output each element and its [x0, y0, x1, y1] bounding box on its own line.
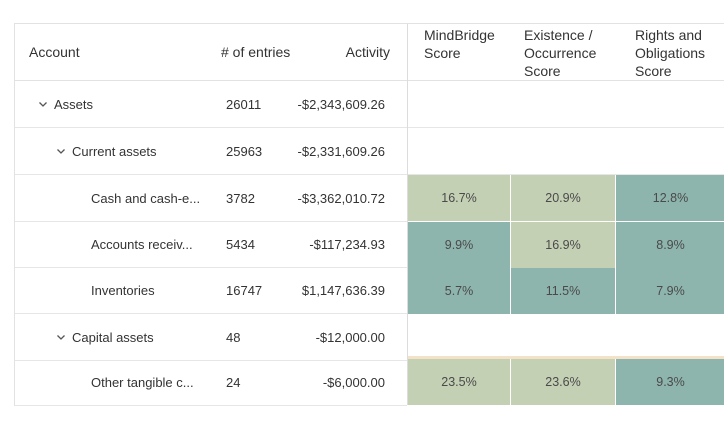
account-label[interactable]: Accounts receiv... — [91, 236, 193, 252]
header-mindbridge-score[interactable]: MindBridge Score — [424, 27, 495, 61]
entries-cell: 26011 — [226, 96, 262, 112]
score-cell[interactable]: 7.9% — [616, 268, 724, 314]
activity-cell: -$117,234.93 — [309, 236, 385, 252]
score-cell[interactable]: 8.9% — [616, 222, 724, 268]
scores-row-empty — [408, 314, 724, 358]
score-cell[interactable]: 16.7% — [408, 175, 510, 221]
activity-cell: -$3,362,010.72 — [297, 190, 385, 206]
chevron-down-icon[interactable] — [55, 331, 67, 343]
score-cell[interactable]: 16.9% — [511, 222, 615, 268]
account-label[interactable]: Other tangible c... — [91, 374, 194, 390]
header-activity[interactable]: Activity — [345, 44, 390, 60]
score-cell[interactable]: 5.7% — [408, 268, 510, 314]
entries-cell: 5434 — [226, 236, 255, 252]
score-cell[interactable]: 23.5% — [408, 359, 510, 405]
table-row[interactable]: Accounts receiv... 5434 -$117,234.93 — [15, 221, 407, 268]
scores-header: MindBridge Score Existence / Occurrence … — [408, 24, 724, 81]
account-scores-table: Account # of entries Activity Assets 260… — [14, 23, 724, 406]
activity-cell: $1,147,636.39 — [301, 282, 385, 298]
account-label[interactable]: Cash and cash-e... — [91, 190, 201, 206]
scores-panel: MindBridge Score Existence / Occurrence … — [408, 24, 724, 405]
account-cell: Current assets — [55, 128, 157, 174]
account-cell: Assets — [37, 81, 93, 127]
header-entries[interactable]: # of entries — [221, 44, 291, 60]
score-cell[interactable]: 20.9% — [511, 175, 615, 221]
row-divider — [408, 356, 724, 359]
score-cell[interactable]: 11.5% — [511, 268, 615, 314]
header-rights-score[interactable]: Rights and Obligations Score — [635, 27, 706, 79]
scores-row-empty — [408, 128, 724, 175]
table-row[interactable]: Current assets 25963 -$2,331,609.26 — [15, 128, 407, 175]
entries-cell: 3782 — [226, 190, 255, 206]
header-existence-score[interactable]: Existence / Occurrence Score — [524, 27, 597, 79]
table-row[interactable]: Inventories 16747 $1,147,636.39 — [15, 267, 407, 314]
score-cell[interactable]: 23.6% — [511, 359, 615, 405]
scores-row-empty — [408, 81, 724, 128]
table-header: Account # of entries Activity — [15, 24, 407, 81]
table-row[interactable]: Assets 26011 -$2,343,609.26 — [15, 81, 407, 128]
chevron-down-icon[interactable] — [37, 98, 49, 110]
account-label: Assets — [54, 96, 94, 112]
table-row[interactable]: Cash and cash-e... 3782 -$3,362,010.72 — [15, 175, 407, 222]
score-cell[interactable]: 12.8% — [616, 175, 724, 221]
account-label[interactable]: Inventories — [91, 282, 155, 298]
account-cell: Capital assets — [55, 314, 154, 360]
activity-cell: -$12,000.00 — [315, 329, 385, 345]
score-cell[interactable]: 9.3% — [616, 359, 724, 405]
score-cell[interactable]: 9.9% — [408, 222, 510, 268]
entries-cell: 16747 — [226, 282, 263, 298]
entries-cell: 24 — [226, 374, 241, 390]
entries-cell: 48 — [226, 329, 241, 345]
table-row[interactable]: Other tangible c... 24 -$6,000.00 — [15, 359, 407, 406]
account-label: Current assets — [72, 143, 157, 159]
table-row[interactable]: Capital assets 48 -$12,000.00 — [15, 314, 407, 361]
account-label: Capital assets — [72, 329, 154, 345]
header-account[interactable]: Account — [29, 44, 80, 60]
account-panel: Account # of entries Activity Assets 260… — [15, 24, 408, 406]
chevron-down-icon[interactable] — [55, 145, 67, 157]
entries-cell: 25963 — [226, 143, 263, 159]
activity-cell: -$2,343,609.26 — [297, 96, 385, 112]
activity-cell: -$6,000.00 — [322, 374, 385, 390]
activity-cell: -$2,331,609.26 — [297, 143, 385, 159]
